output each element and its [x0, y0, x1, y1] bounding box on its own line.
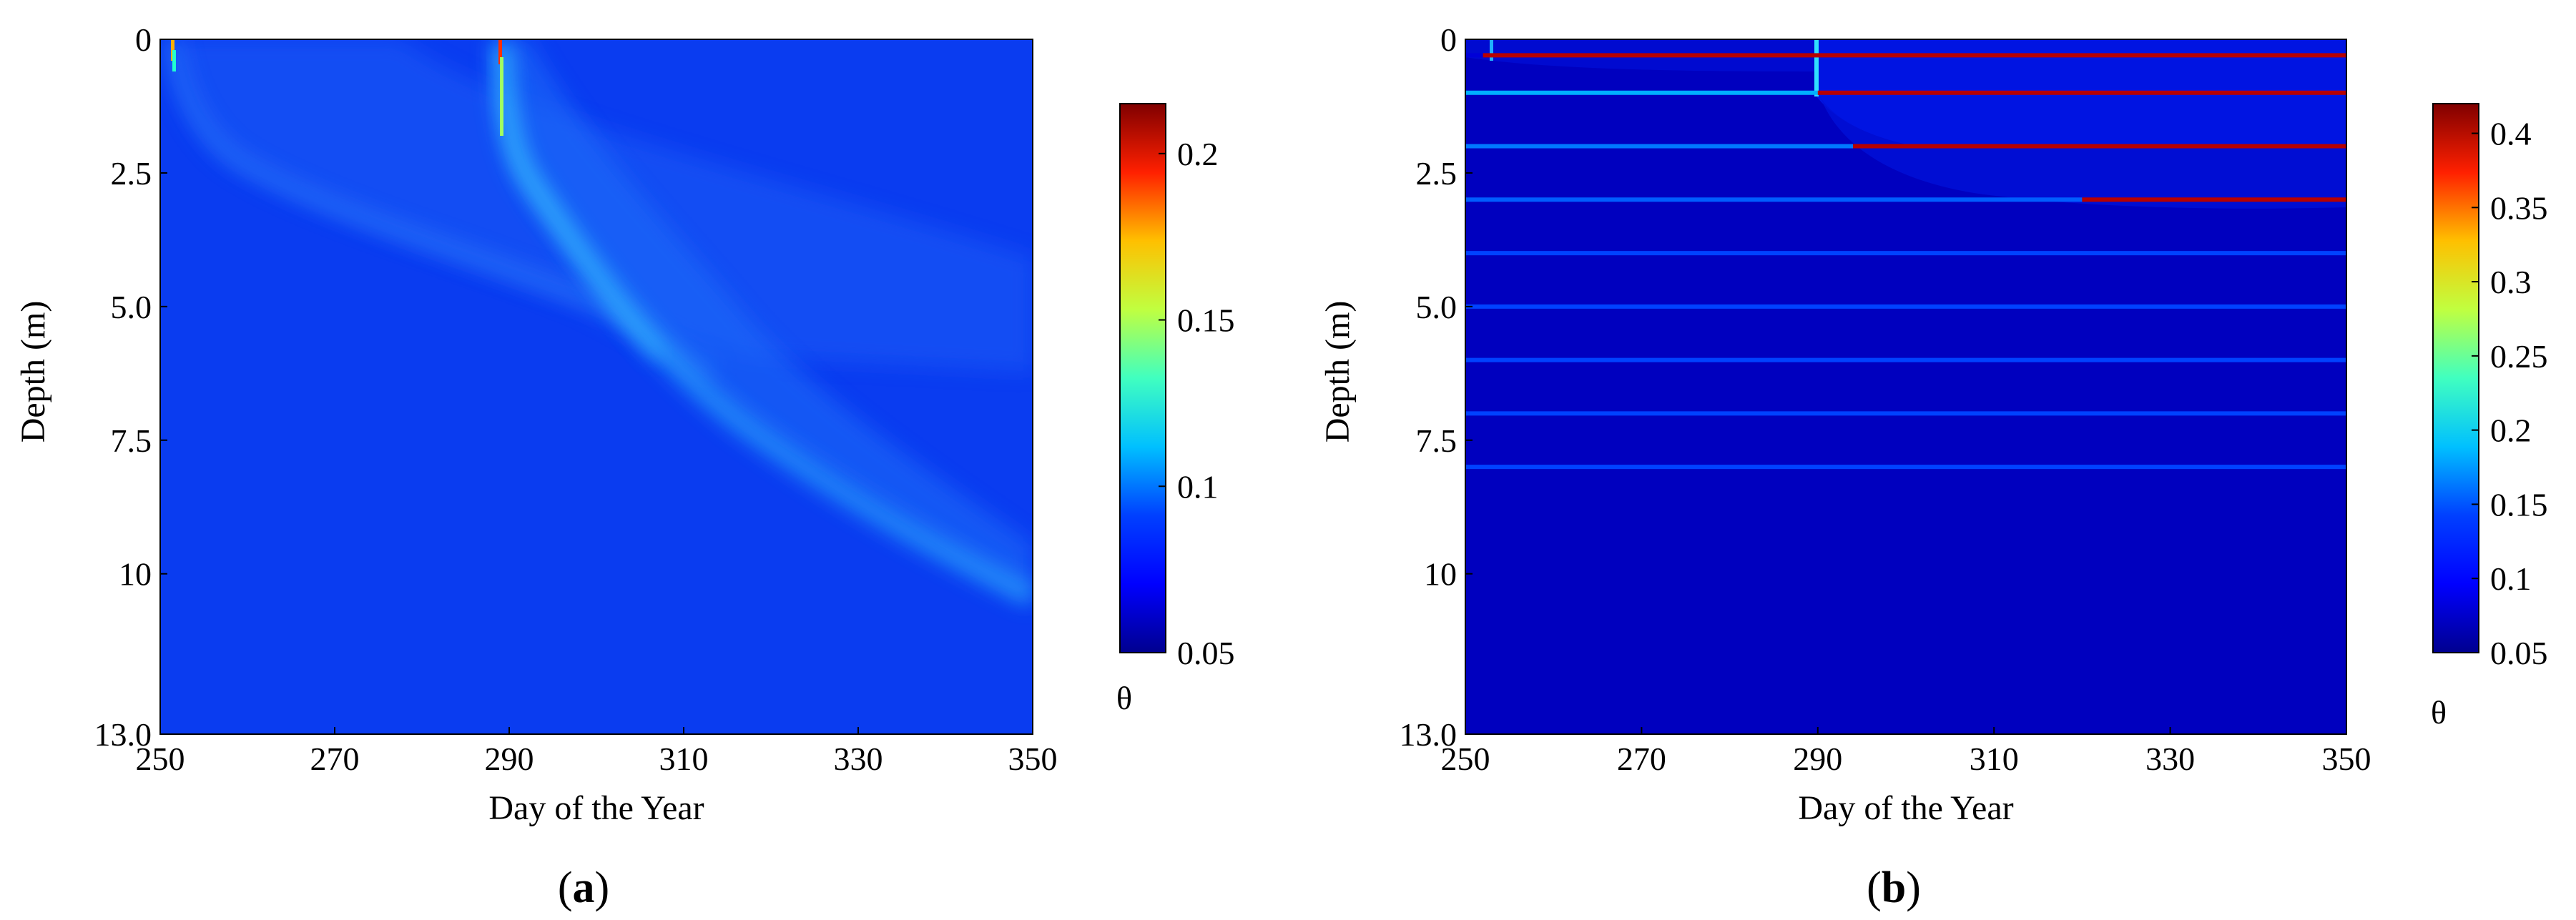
- colorbar-tick-label-b: 0.4: [2490, 116, 2532, 152]
- panel-label-a: (a): [558, 864, 609, 912]
- wetting-plume-a-2: [501, 39, 1033, 600]
- axes-a: 250 270 290 310 330 350 0 2.5 5.0 7.5 10 13.0: [94, 21, 1058, 777]
- colorbar-ticks-a: 0.05 0.1 0.15 0.2: [1159, 136, 1235, 671]
- colorbar-tick-label-a: 0.1: [1177, 468, 1219, 505]
- y-tick-label-b: 10: [1424, 556, 1457, 593]
- y-axis-label-a: Depth (m): [14, 301, 52, 443]
- colorbar-tick-label-b: 0.05: [2490, 635, 2548, 671]
- y-tick-label-b: 7.5: [1416, 422, 1457, 459]
- y-tick-label-b: 0: [1440, 21, 1457, 58]
- x-axis-label-b: Day of the Year: [1798, 789, 2013, 827]
- layer-lines-b: [1465, 53, 2346, 470]
- heatmap-a: [160, 39, 1033, 734]
- plot-frame-b: [1465, 39, 2347, 735]
- colorbar-a: [1119, 103, 1166, 653]
- surface-spike-a-2: [498, 39, 502, 64]
- colorbar-tick-label-b: 0.1: [2490, 560, 2532, 597]
- x-tick-label-b: 270: [1617, 741, 1666, 777]
- x-tick-label-b: 290: [1793, 741, 1842, 777]
- panel-label-b: (b): [1867, 864, 1921, 912]
- colorbar-label-a: θ: [1116, 680, 1132, 716]
- y-tick-label-b: 5.0: [1416, 289, 1457, 325]
- colorbar-tick-label-b: 0.35: [2490, 189, 2548, 226]
- panel-a: 250 270 290 310 330 350 0 2.5 5.0 7.5 10 13.0 Depth…: [14, 21, 1235, 912]
- y-tick-label-a: 5.0: [111, 289, 152, 325]
- surface-spike-a-1b: [172, 50, 176, 71]
- x-tick-label-a: 330: [834, 741, 883, 777]
- x-tick-label-b: 250: [1441, 741, 1490, 777]
- y-tick-label-b: 2.5: [1416, 155, 1457, 192]
- surface-spike-a-2b: [500, 57, 503, 136]
- colorbar-tick-label-a: 0.05: [1177, 635, 1235, 671]
- y-axis-label-b: Depth (m): [1319, 301, 1357, 443]
- surface-spike-b-1: [1490, 39, 1493, 61]
- surface-spike-b-2: [1814, 39, 1819, 97]
- colorbar-tick-label-b: 0.3: [2490, 264, 2532, 300]
- y-tick-label-a: 2.5: [111, 155, 152, 192]
- x-tick-label-b: 330: [2145, 741, 2195, 777]
- panel-b: 250 270 290 310 330 350 0 2.5 5.0 7.5 10 13.0 Depth…: [1319, 21, 2548, 912]
- colorbar-b: [2432, 103, 2479, 653]
- x-tick-label-b: 350: [2322, 741, 2371, 777]
- x-tick-label-a: 350: [1008, 741, 1058, 777]
- plot-frame-a: [159, 39, 1033, 735]
- x-tick-label-a: 270: [310, 741, 360, 777]
- colorbar-tick-label-a: 0.2: [1177, 136, 1219, 172]
- colorbar-ticks-b: 0.05 0.1 0.15 0.2 0.25 0.3 0.35 0.4: [2472, 116, 2548, 671]
- axes-b: 250 270 290 310 330 350 0 2.5 5.0 7.5 10 13.0: [1400, 21, 2371, 777]
- colorbar-tick-label-a: 0.15: [1177, 302, 1235, 339]
- y-tick-label-a: 13.0: [94, 716, 152, 753]
- y-tick-label-b: 13.0: [1400, 716, 1457, 753]
- heatmap-b: [1465, 39, 2346, 734]
- x-tick-label-a: 250: [136, 741, 185, 777]
- x-tick-label-b: 310: [1970, 741, 2019, 777]
- wetted-zone-b-2: [1820, 97, 2346, 209]
- y-tick-label-a: 7.5: [111, 422, 152, 459]
- x-tick-label-a: 290: [485, 741, 534, 777]
- colorbar-label-b: θ: [2431, 694, 2447, 731]
- colorbar-tick-label-b: 0.25: [2490, 338, 2548, 375]
- y-tick-label-a: 10: [119, 556, 152, 593]
- x-axis-label-a: Day of the Year: [488, 789, 704, 827]
- x-tick-label-a: 310: [659, 741, 709, 777]
- y-tick-label-a: 0: [135, 21, 152, 58]
- colorbar-tick-label-b: 0.15: [2490, 486, 2548, 523]
- wetting-core-a-2: [498, 49, 662, 360]
- colorbar-tick-label-b: 0.2: [2490, 412, 2532, 449]
